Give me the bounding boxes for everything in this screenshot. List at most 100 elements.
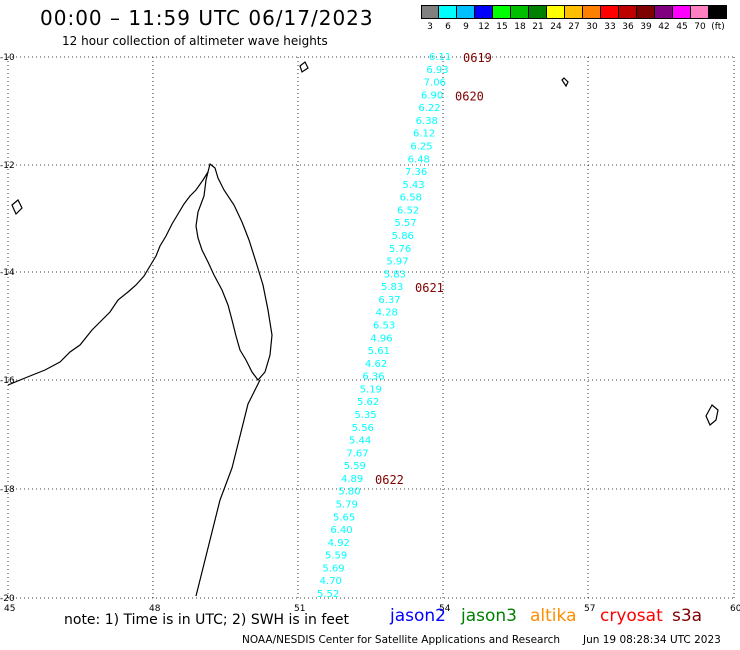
wave-height-value: 5.62: [357, 397, 379, 408]
wave-height-value: 5.43: [402, 180, 424, 191]
wave-height-value: 4.96: [370, 333, 392, 344]
island-2: [705, 404, 719, 426]
wave-height-value: 4.28: [376, 308, 398, 319]
wave-height-value: 6.12: [413, 129, 435, 140]
legend-label: 12: [478, 22, 490, 32]
legend-label: 36: [622, 22, 634, 32]
wave-height-value: 5.86: [392, 231, 414, 242]
legend-label: 21: [532, 22, 544, 32]
wave-height-value: 5.19: [360, 384, 382, 395]
legend-label: 39: [640, 22, 652, 32]
wave-height-value: 5.97: [386, 257, 408, 268]
lon-tick-label: 51: [294, 604, 305, 614]
legend-swatch: [421, 5, 439, 19]
legend-swatch: [691, 5, 709, 19]
satellite-label-altika: altika: [530, 606, 577, 626]
legend-swatch: [511, 5, 529, 19]
wave-height-value: 5.65: [333, 512, 355, 523]
wave-height-value: 6.37: [378, 295, 400, 306]
wave-height-value: 5.79: [336, 500, 358, 511]
wave-height-value: 5.57: [394, 218, 416, 229]
color-legend-labels: 3 6 9 12 15 18 21 24 27 30 33 36 39 42 45 70 (ft): [421, 22, 727, 32]
legend-swatch: [619, 5, 637, 19]
lon-tick-label: 60: [730, 604, 740, 614]
legend-label: (ft): [711, 22, 725, 32]
time-label: 0621: [415, 281, 444, 295]
time-labels: 0619 0620 0621 0622: [375, 51, 492, 487]
legend-label: 9: [463, 22, 469, 32]
chart-subtitle: 12 hour collection of altimeter wave hei…: [62, 34, 328, 48]
legend-swatch: [601, 5, 619, 19]
wave-height-value: 7.67: [346, 448, 368, 459]
legend-swatch: [565, 5, 583, 19]
legend-label: 70: [694, 22, 706, 32]
wave-height-value: 5.52: [317, 589, 339, 600]
legend-swatch: [709, 5, 727, 19]
time-label: 0622: [375, 473, 404, 487]
wave-height-value: 6.53: [373, 321, 395, 332]
satellite-label-cryosat: cryosat: [600, 606, 663, 626]
legend-label: 30: [586, 22, 598, 32]
legend-swatch: [583, 5, 601, 19]
legend-swatch: [547, 5, 565, 19]
lat-tick-label: -16: [0, 376, 15, 386]
wave-height-value: 5.69: [322, 563, 344, 574]
satellite-label-jason3: jason3: [461, 606, 517, 626]
legend-label: 3: [427, 22, 433, 32]
lat-tick-label: -18: [0, 485, 15, 495]
wave-height-value: 4.92: [328, 538, 350, 549]
lon-tick-label: 57: [584, 604, 595, 614]
wave-height-value: 6.38: [416, 116, 438, 127]
chart-title: 00:00 – 11:59 UTC 06/17/2023: [40, 6, 374, 30]
wave-height-value: 5.83: [381, 282, 403, 293]
island-1: [561, 77, 569, 88]
legend-swatch: [637, 5, 655, 19]
wave-height-value: 5.61: [368, 346, 390, 357]
island-3: [11, 199, 23, 216]
wave-height-value: 6.93: [426, 65, 448, 76]
wave-height-value: 6.40: [330, 525, 352, 536]
coastline: [7, 61, 719, 597]
madagascar-coast: [195, 162, 273, 381]
legend-swatch: [529, 5, 547, 19]
wave-height-value: 6.48: [408, 154, 430, 165]
satellite-label-s3a: s3a: [672, 606, 703, 626]
legend-swatch: [457, 5, 475, 19]
legend-label: 27: [568, 22, 580, 32]
time-label: 0619: [463, 51, 492, 65]
wave-height-value: 7.36: [405, 167, 427, 178]
wave-height-value: 6.58: [400, 193, 422, 204]
wave-height-value: 6.52: [397, 205, 419, 216]
wave-height-value: 6.22: [418, 103, 440, 114]
wave-height-value: 6.36: [362, 372, 384, 383]
lat-tick-label: -14: [0, 268, 15, 278]
legend-label: 45: [676, 22, 688, 32]
wave-track: 6.11 6.93 7.066.90 6.22 6.38 6.12 6.256.48 7.36…: [317, 52, 451, 600]
legend-swatch: [655, 5, 673, 19]
lon-tick-label: 45: [4, 604, 15, 614]
timestamp-text: Jun 19 08:28:34 UTC 2023: [583, 634, 721, 646]
credit-text: NOAA/NESDIS Center for Satellite Applica…: [242, 634, 560, 646]
legend-label: 24: [550, 22, 562, 32]
legend-label: 15: [496, 22, 508, 32]
wave-height-value: 5.56: [352, 423, 374, 434]
wave-height-value: 7.06: [424, 78, 446, 89]
wave-height-value: 5.35: [354, 410, 376, 421]
wave-height-value: 5.44: [349, 436, 371, 447]
wave-height-value: 5.83: [384, 269, 406, 280]
footer-note: note: 1) Time is in UTC; 2) SWH is in fe…: [64, 612, 350, 628]
wave-height-value: 5.59: [325, 551, 347, 562]
wave-height-value: 4.89: [341, 474, 363, 485]
mainland-coast: [7, 171, 209, 386]
east-coast-south: [195, 379, 261, 597]
wave-height-value: 4.62: [365, 359, 387, 370]
wave-height-value: 6.11: [429, 52, 451, 63]
lon-tick-label: 48: [149, 604, 161, 614]
legend-label: 6: [445, 22, 451, 32]
legend-label: 18: [514, 22, 526, 32]
legend-swatch: [439, 5, 457, 19]
wave-height-value: 5.76: [389, 244, 411, 255]
legend-swatch: [493, 5, 511, 19]
wave-height-value: 6.90: [421, 90, 443, 101]
wave-height-value: 6.25: [410, 142, 432, 153]
